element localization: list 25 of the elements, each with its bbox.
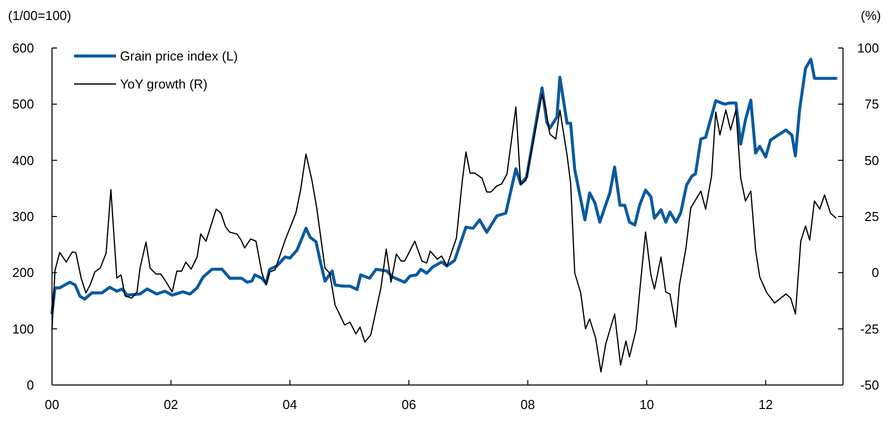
y2-tick-label: -50 — [860, 378, 879, 393]
y2-tick-label: 50 — [864, 152, 879, 168]
y2-tick-label: 75 — [864, 96, 879, 112]
y2-tick-label: 0 — [872, 265, 879, 280]
y2-tick-label: -25 — [860, 321, 879, 336]
y-tick-label: 400 — [12, 152, 34, 168]
y-tick-label: 300 — [12, 209, 34, 224]
y-axis-title: (1/00=100) — [8, 8, 72, 23]
x-tick-label: 04 — [282, 397, 298, 412]
legend-label: Grain price index (L) — [120, 48, 238, 64]
x-tick-label: 02 — [164, 397, 178, 412]
y2-tick-label: 100 — [857, 40, 879, 56]
x-tick-label: 12 — [758, 397, 773, 412]
y-tick-label: 100 — [12, 321, 34, 336]
y2-axis-title: (%) — [860, 8, 881, 23]
y-tick-label: 600 — [12, 40, 34, 56]
y-tick-label: 0 — [26, 378, 34, 393]
x-tick-label: 06 — [402, 397, 416, 412]
y-tick-label: 200 — [12, 265, 34, 280]
x-tick-label: 08 — [520, 397, 536, 412]
y-tick-label: 500 — [12, 96, 34, 112]
x-tick-label: 00 — [44, 397, 60, 412]
legend-label: YoY growth (R) — [120, 76, 208, 92]
y2-tick-label: 25 — [864, 209, 879, 224]
x-tick-label: 10 — [640, 397, 654, 412]
